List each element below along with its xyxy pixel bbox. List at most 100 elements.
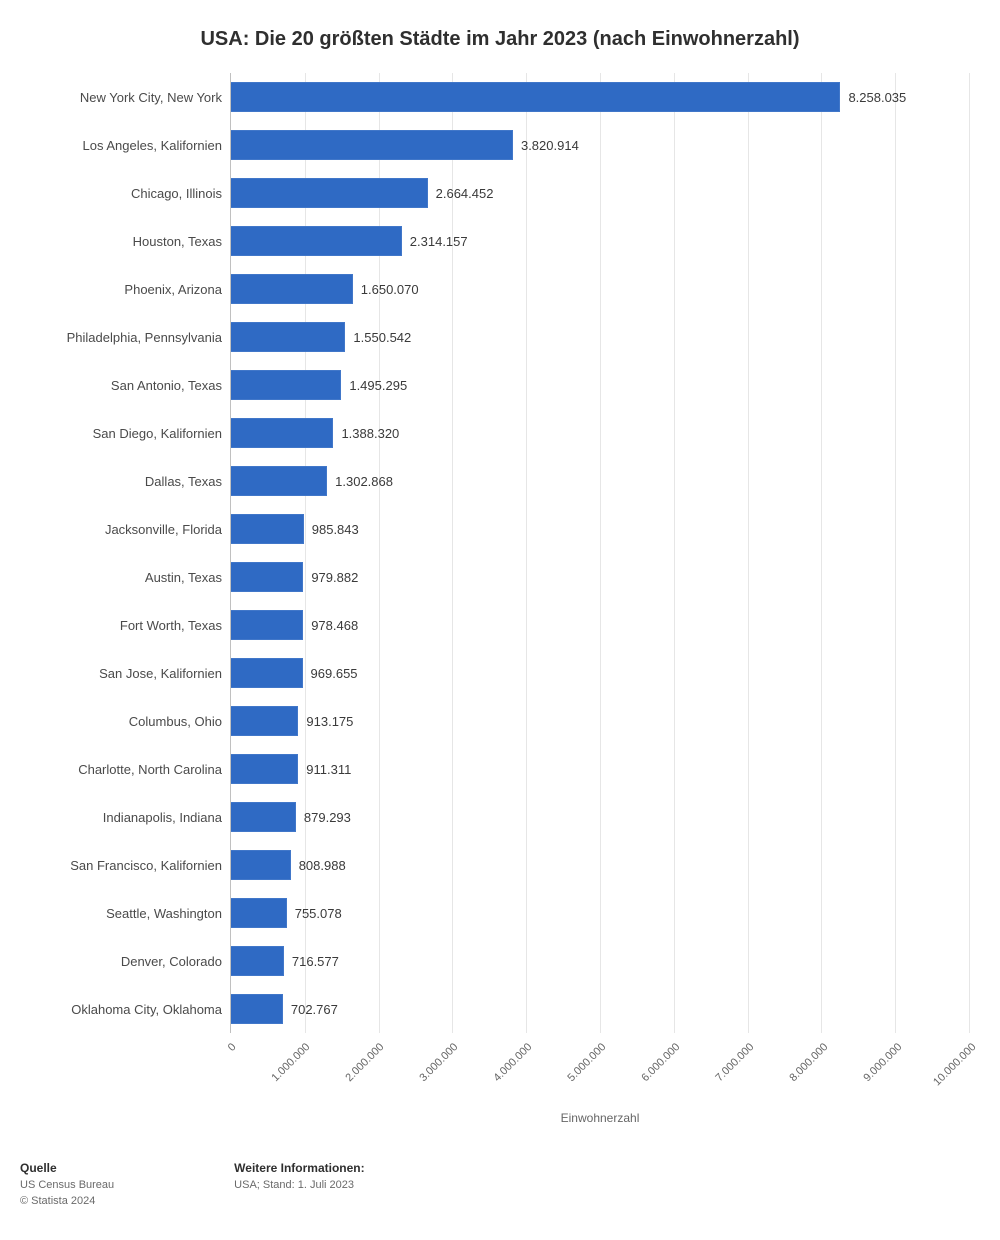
bar (231, 130, 513, 160)
bar (231, 898, 287, 928)
bar-row: 911.311 (231, 745, 969, 793)
bar (231, 178, 428, 208)
category-label: Phoenix, Arizona (30, 265, 230, 313)
x-axis-ticks: 01.000.0002.000.0003.000.0004.000.0005.0… (230, 1033, 970, 1083)
bar (231, 82, 840, 112)
category-label: New York City, New York (30, 73, 230, 121)
y-axis-labels: New York City, New YorkLos Angeles, Kali… (30, 73, 230, 1033)
category-label: Chicago, Illinois (30, 169, 230, 217)
value-label: 8.258.035 (848, 90, 906, 105)
value-label: 1.650.070 (361, 282, 419, 297)
value-label: 808.988 (299, 858, 346, 873)
value-label: 2.664.452 (436, 186, 494, 201)
bar (231, 370, 341, 400)
value-label: 1.550.542 (353, 330, 411, 345)
info-heading: Weitere Informationen: (234, 1161, 364, 1175)
bar-row: 702.767 (231, 985, 969, 1033)
category-label: Charlotte, North Carolina (30, 745, 230, 793)
value-label: 969.655 (311, 666, 358, 681)
category-label: Jacksonville, Florida (30, 505, 230, 553)
category-label: Seattle, Washington (30, 889, 230, 937)
source-line: US Census Bureau (20, 1178, 114, 1194)
value-label: 978.468 (311, 618, 358, 633)
category-label: Austin, Texas (30, 553, 230, 601)
bar (231, 322, 345, 352)
value-label: 755.078 (295, 906, 342, 921)
category-label: Oklahoma City, Oklahoma (30, 985, 230, 1033)
info-block: Weitere Informationen: USA; Stand: 1. Ju… (234, 1161, 364, 1210)
info-line: USA; Stand: 1. Juli 2023 (234, 1178, 364, 1194)
category-label: San Jose, Kalifornien (30, 649, 230, 697)
bar-row: 979.882 (231, 553, 969, 601)
bar-row: 2.314.157 (231, 217, 969, 265)
value-label: 1.495.295 (349, 378, 407, 393)
value-label: 2.314.157 (410, 234, 468, 249)
bar-row: 1.388.320 (231, 409, 969, 457)
bar-row: 879.293 (231, 793, 969, 841)
category-label: Fort Worth, Texas (30, 601, 230, 649)
x-tick-label: 7.000.000 (713, 1041, 756, 1084)
x-tick-label: 2.000.000 (343, 1041, 386, 1084)
bar-row: 969.655 (231, 649, 969, 697)
source-line: © Statista 2024 (20, 1194, 114, 1210)
x-tick-label: 0 (226, 1041, 239, 1054)
bar (231, 514, 304, 544)
x-tick-label: 10.000.000 (931, 1041, 978, 1088)
grid-line (969, 73, 970, 1033)
category-label: Los Angeles, Kalifornien (30, 121, 230, 169)
bar (231, 946, 284, 976)
category-label: Denver, Colorado (30, 937, 230, 985)
category-label: Dallas, Texas (30, 457, 230, 505)
x-axis-title: Einwohnerzahl (230, 1111, 970, 1125)
bar-row: 913.175 (231, 697, 969, 745)
bar (231, 226, 402, 256)
value-label: 985.843 (312, 522, 359, 537)
bar (231, 850, 291, 880)
bar (231, 994, 283, 1024)
bar-row: 978.468 (231, 601, 969, 649)
category-label: Columbus, Ohio (30, 697, 230, 745)
x-tick-label: 3.000.000 (417, 1041, 460, 1084)
bar (231, 802, 296, 832)
bar-row: 755.078 (231, 889, 969, 937)
chart-footer: Quelle US Census Bureau © Statista 2024 … (10, 1161, 990, 1210)
bar-row: 808.988 (231, 841, 969, 889)
x-tick-label: 8.000.000 (787, 1041, 830, 1084)
bar-row: 8.258.035 (231, 73, 969, 121)
bar-row: 1.550.542 (231, 313, 969, 361)
source-heading: Quelle (20, 1161, 114, 1175)
value-label: 1.388.320 (341, 426, 399, 441)
category-label: San Francisco, Kalifornien (30, 841, 230, 889)
bar (231, 562, 303, 592)
category-label: Indianapolis, Indiana (30, 793, 230, 841)
category-label: Houston, Texas (30, 217, 230, 265)
bar-row: 3.820.914 (231, 121, 969, 169)
bar-row: 716.577 (231, 937, 969, 985)
value-label: 879.293 (304, 810, 351, 825)
source-block: Quelle US Census Bureau © Statista 2024 (20, 1161, 114, 1210)
x-tick-label: 9.000.000 (861, 1041, 904, 1084)
x-tick-label: 1.000.000 (269, 1041, 312, 1084)
bar (231, 610, 303, 640)
plot-area: 8.258.035 3.820.914 2.664.452 2.314.157 1.65… (230, 73, 970, 1033)
bar (231, 418, 333, 448)
x-tick-label: 4.000.000 (491, 1041, 534, 1084)
bar-row: 1.495.295 (231, 361, 969, 409)
x-tick-label: 5.000.000 (565, 1041, 608, 1084)
value-label: 702.767 (291, 1002, 338, 1017)
x-tick-label: 6.000.000 (639, 1041, 682, 1084)
bar (231, 466, 327, 496)
bar-row: 1.302.868 (231, 457, 969, 505)
chart-title: USA: Die 20 größten Städte im Jahr 2023 … (10, 28, 990, 51)
chart-area: New York City, New YorkLos Angeles, Kali… (10, 73, 990, 1033)
bar (231, 658, 303, 688)
bar (231, 754, 298, 784)
bar-row: 2.664.452 (231, 169, 969, 217)
category-label: Philadelphia, Pennsylvania (30, 313, 230, 361)
bar (231, 274, 353, 304)
value-label: 913.175 (306, 714, 353, 729)
value-label: 1.302.868 (335, 474, 393, 489)
value-label: 979.882 (311, 570, 358, 585)
bar-row: 985.843 (231, 505, 969, 553)
bar-row: 1.650.070 (231, 265, 969, 313)
